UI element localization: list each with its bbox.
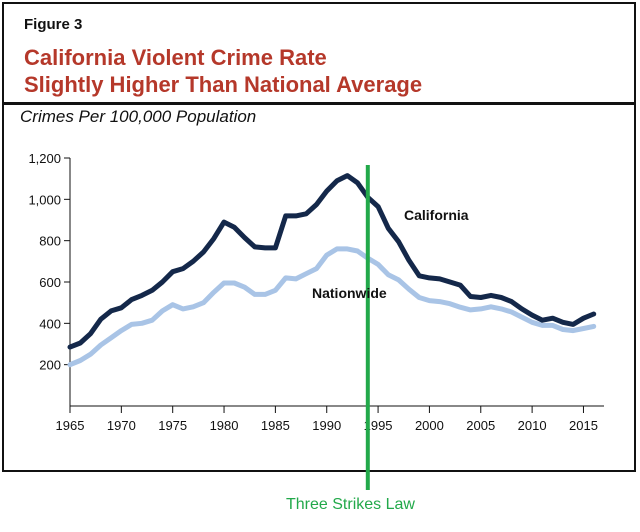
y-tick-label: 1,000 — [28, 192, 61, 207]
series-label-california: California — [404, 207, 469, 223]
chart-series-labels: California Nationwide — [312, 207, 469, 301]
series-line-nationwide — [67, 246, 597, 368]
x-tick-label: 1985 — [261, 418, 290, 433]
y-tick-label: 1,200 — [28, 151, 61, 166]
x-tick-label: 2015 — [569, 418, 598, 433]
x-tick-label: 1975 — [158, 418, 187, 433]
y-tick-label: 600 — [39, 275, 61, 290]
x-tick-label: 1995 — [364, 418, 393, 433]
figure-header: Figure 3 California Violent Crime Rate S… — [4, 4, 634, 105]
x-tick-label: 1980 — [210, 418, 239, 433]
chart-axes: 200 400 600 800 1,000 1,200 1965 1970 1975 1980 19… — [28, 151, 604, 433]
three-strikes-law-label: Three Strikes Law — [286, 496, 415, 513]
x-tick-label: 2000 — [415, 418, 444, 433]
figure-frame: Figure 3 California Violent Crime Rate S… — [2, 2, 636, 472]
x-tick-label: 1965 — [56, 418, 85, 433]
x-tick-label: 2005 — [466, 418, 495, 433]
series-line-california — [67, 173, 597, 350]
figure-label: Figure 3 — [24, 16, 83, 33]
series-label-nationwide: Nationwide — [312, 285, 387, 301]
chart-series — [67, 173, 597, 368]
x-tick-label: 2010 — [518, 418, 547, 433]
figure-title: California Violent Crime Rate Slightly H… — [24, 44, 422, 98]
x-tick-label: 1990 — [312, 418, 341, 433]
y-tick-label: 200 — [39, 358, 61, 373]
y-tick-label: 400 — [39, 316, 61, 331]
chart-subtitle: Crimes Per 100,000 Population — [20, 107, 257, 126]
figure-title-line1: California Violent Crime Rate — [24, 45, 327, 70]
figure-title-line2: Slightly Higher Than National Average — [24, 72, 423, 97]
y-tick-label: 800 — [39, 234, 61, 249]
x-tick-label: 1970 — [107, 418, 136, 433]
